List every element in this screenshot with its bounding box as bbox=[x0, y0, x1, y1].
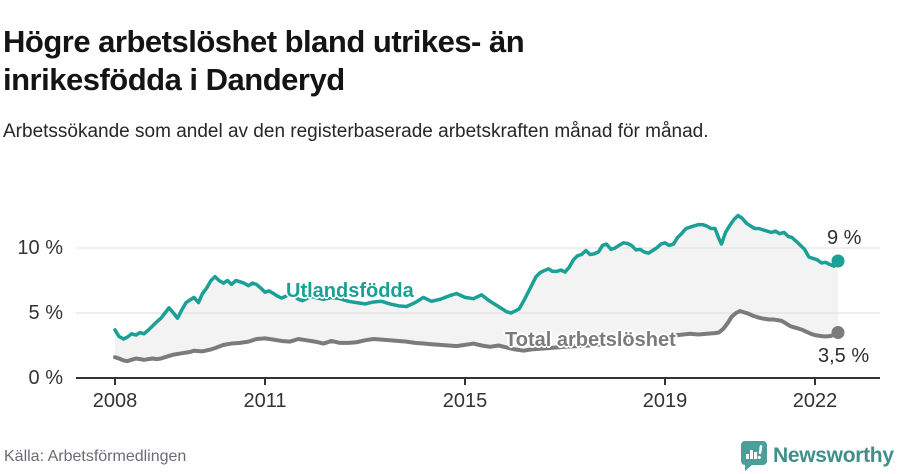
x-tick-label: 2019 bbox=[642, 390, 688, 412]
y-tick-label: 5 % bbox=[28, 302, 63, 324]
newsworthy-logo[interactable]: Newsworthy bbox=[738, 440, 898, 472]
newsworthy-wordmark: Newsworthy bbox=[773, 444, 894, 467]
page-title: Högre arbetslöshet bland utrikes- än inr… bbox=[3, 23, 525, 97]
end-value-utlandsfodda: 9 % bbox=[827, 227, 862, 249]
chart-canvas bbox=[76, 213, 880, 385]
series-label-total-arbetsloshet: Total arbetslöshet bbox=[505, 329, 676, 351]
line-chart: 0 % 5 % 10 % 2008 2011 2015 2019 2022 Utlandsf… bbox=[17, 213, 880, 412]
source-attribution: Källa: Arbetsförmedlingen bbox=[4, 448, 187, 465]
x-tick-label: 2015 bbox=[442, 390, 488, 412]
page-subtitle: Arbetssökande som andel av den registerb… bbox=[3, 121, 709, 142]
end-value-total-arbetsloshet: 3,5 % bbox=[818, 345, 870, 367]
x-tick-label: 2008 bbox=[92, 390, 138, 412]
series-label-utlandsfodda: Utlandsfödda bbox=[286, 280, 414, 302]
x-tick-label: 2011 bbox=[243, 390, 287, 412]
newsworthy-bubble-icon bbox=[741, 441, 767, 471]
y-tick-label: 10 % bbox=[17, 237, 63, 259]
y-tick-label: 0 % bbox=[28, 367, 63, 389]
x-tick-label: 2022 bbox=[792, 390, 838, 412]
